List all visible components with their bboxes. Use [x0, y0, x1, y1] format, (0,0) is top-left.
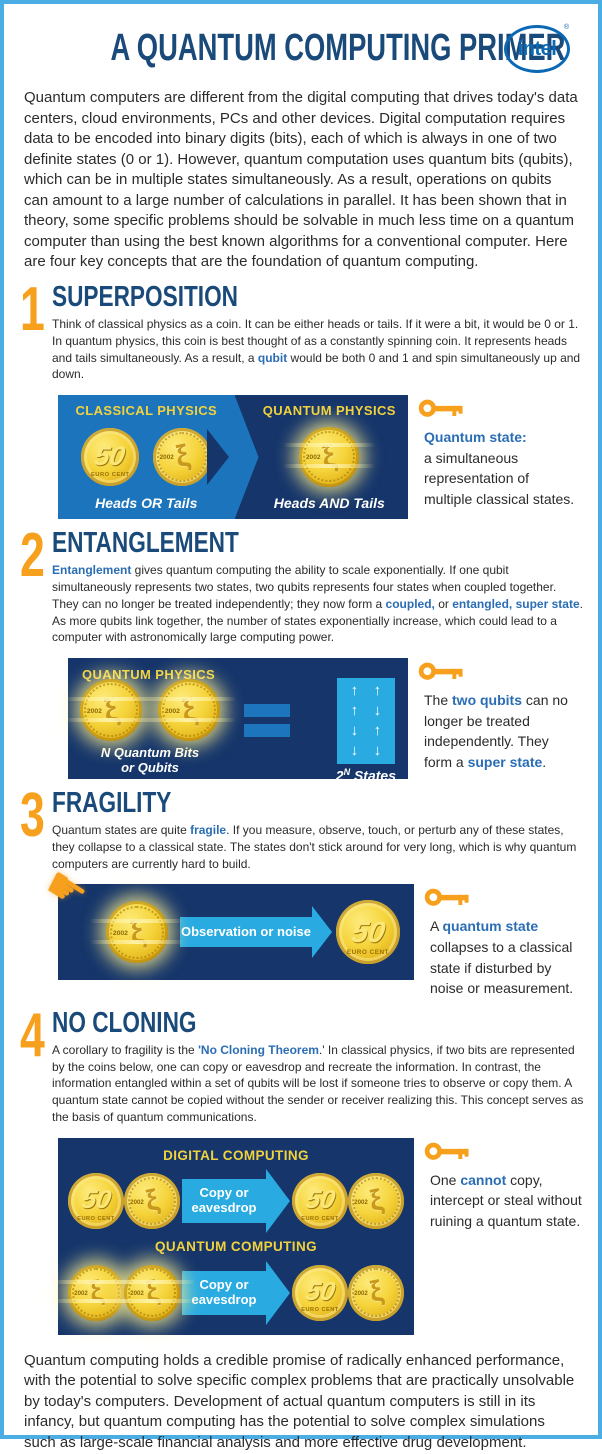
classical-physics-panel: CLASSICAL PHYSICS 50 EURO CENT 2002 Head… [58, 395, 235, 519]
states-caption: 2N States [335, 766, 396, 784]
right-chevron-icon [207, 429, 230, 486]
down-arrow-icon: ↓ [373, 742, 382, 760]
spinning-coin: 2002 [52, 1264, 140, 1321]
section-title: SUPERPOSITION [52, 280, 239, 313]
coin-tails: 2002 [124, 1173, 180, 1230]
key-concept-note: Quantum state: a simultaneous representat… [418, 395, 576, 509]
note-text: The two qubits can no longer be treated … [424, 692, 568, 770]
spinning-coin: 2002 [90, 901, 184, 964]
arrowhead-icon [312, 906, 332, 959]
states-box: ↑ ↑ ↑ ↓ ↓ ↑ ↓ ↓ [336, 677, 395, 764]
section-entanglement: 2 ENTANGLEMENT Entanglement gives quantu… [20, 521, 584, 784]
page-title: A QUANTUM COMPUTING PRIMER [110, 27, 566, 69]
arrowhead-icon [266, 1169, 290, 1234]
key-icon [424, 1142, 469, 1160]
classical-physics-label: CLASSICAL PHYSICS [75, 403, 218, 419]
key-concept-note: A quantum state collapses to a classical… [424, 884, 582, 998]
section-body: Think of classical physics as a coin. It… [52, 316, 581, 382]
registered-mark: ® [563, 24, 569, 31]
qubits-caption: N Quantum Bits or Qubits [100, 745, 200, 776]
no-cloning-figure: DIGITAL COMPUTING 50 EURO CENT 2002 Copy… [52, 1137, 414, 1335]
section-title: FRAGILITY [52, 787, 172, 820]
spinning-coin: 2002 [142, 679, 236, 742]
quantum-physics-label: QUANTUM PHYSICS [262, 403, 396, 419]
superposition-figure: CLASSICAL PHYSICS 50 EURO CENT 2002 Head… [58, 395, 408, 520]
quantum-computing-row: 2002 2002 Copy or eavesdrop 50 [52, 1260, 404, 1325]
section-title: ENTANGLEMENT [52, 527, 239, 560]
section-body: Entanglement gives quantum computing the… [52, 563, 583, 645]
observation-arrow-label: Observation or noise [180, 924, 312, 940]
section-number: 4 [20, 1000, 45, 1070]
entanglement-figure: QUANTUM PHYSICS 2002 2002 N Quantum Bits… [64, 658, 408, 783]
intel-logo-text: intel [517, 37, 557, 60]
spinning-coin: 2002 [108, 1264, 196, 1321]
section-superposition: 1 SUPERPOSITION Think of classical physi… [20, 274, 584, 520]
copy-eavesdrop-arrow: Copy or eavesdrop [182, 1169, 290, 1234]
coin-value: 50 [92, 441, 128, 472]
section-number: 3 [20, 781, 45, 851]
key-concept-note: The two qubits can no longer be treated … [418, 658, 576, 772]
up-arrow-icon: ↑ [373, 682, 382, 700]
coin-heads: 50 EURO CENT [81, 427, 140, 486]
spinning-coin: 2002 [283, 426, 376, 487]
spinning-coin: 2002 [64, 679, 158, 742]
down-arrow-icon: ↓ [373, 702, 382, 720]
key-icon [424, 889, 469, 907]
section-body: Quantum states are quite fragile. If you… [52, 823, 577, 871]
section-fragility: 3 FRAGILITY Quantum states are quite fra… [20, 781, 584, 999]
key-icon [418, 662, 463, 680]
arrowhead-icon [266, 1260, 290, 1325]
down-arrow-icon: ↓ [350, 722, 359, 740]
coin-heads: 50 EURO CENT [292, 1264, 348, 1321]
key-icon [418, 399, 463, 417]
coin-heads: 50 EURO CENT [292, 1173, 348, 1230]
note-text: Quantum state: a simultaneous representat… [424, 429, 575, 507]
section-no-cloning: 4 NO CLONING A corollary to fragility is… [20, 1000, 584, 1335]
section-number: 1 [20, 274, 45, 344]
section-title: NO CLONING [52, 1006, 197, 1039]
coin-tails: 2002 [153, 427, 212, 486]
outro-paragraph: Quantum computing holds a credible promi… [24, 1351, 575, 1451]
heads-or-tails-caption: Heads OR Tails [95, 495, 198, 512]
digital-computing-row: 50 EURO CENT 2002 Copy or eavesdrop [68, 1169, 404, 1234]
note-text: One cannot copy, intercept or steal with… [430, 1171, 582, 1229]
equals-icon [244, 697, 290, 744]
key-concept-note: One cannot copy, intercept or steal with… [424, 1138, 582, 1232]
quantum-computing-label: QUANTUM COMPUTING [154, 1239, 318, 1255]
heads-and-tails-caption: Heads AND Tails [273, 495, 385, 512]
note-text: A quantum state collapses to a classical… [430, 918, 574, 997]
digital-computing-label: DIGITAL COMPUTING [163, 1147, 309, 1163]
up-arrow-icon: ↑ [350, 682, 359, 700]
observation-arrow: Observation or noise [180, 906, 332, 959]
header: A QUANTUM COMPUTING PRIMER intel ® [22, 22, 580, 74]
intel-logo: intel ® [504, 24, 570, 73]
coin-unit: EURO CENT [90, 472, 130, 479]
section-number: 2 [20, 521, 45, 591]
down-arrow-icon: ↓ [350, 742, 359, 760]
coin-tails: 2002 [348, 1173, 404, 1230]
intro-paragraph: Quantum computers are different from the… [24, 89, 578, 271]
fragility-figure: ☛ 2002 Observation or noise 50 EURO CENT [35, 857, 414, 981]
up-arrow-icon: ↑ [350, 702, 359, 720]
coin-tails: 2002 [348, 1264, 404, 1321]
copy-eavesdrop-arrow: Copy or eavesdrop [182, 1260, 290, 1325]
section-body: A corollary to fragility is the 'No Clon… [52, 1042, 584, 1124]
coin-heads: 50 EURO CENT [336, 900, 400, 965]
coin-heads: 50 EURO CENT [68, 1173, 124, 1230]
quantum-physics-panel: QUANTUM PHYSICS 2002 Heads AND Tails [234, 395, 408, 520]
up-arrow-icon: ↑ [373, 722, 382, 740]
coin-year: 2002 [159, 454, 174, 462]
